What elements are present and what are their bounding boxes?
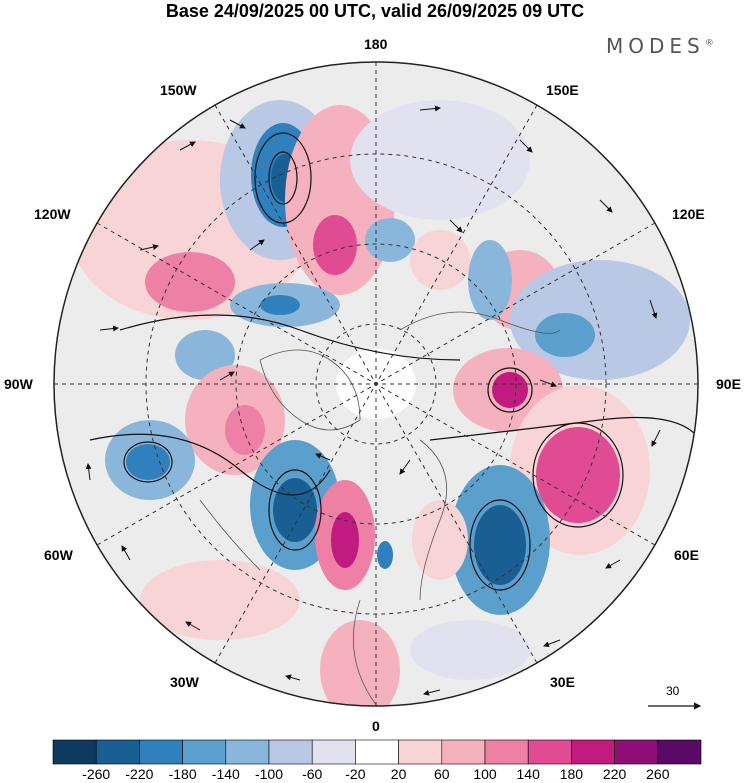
- colorbar-tick-label: 60: [434, 766, 450, 782]
- colorbar-swatch: [95, 739, 140, 765]
- brand-mark: ®: [704, 38, 714, 49]
- colorbar-swatch: [268, 739, 313, 765]
- lon-label-90e: 90E: [716, 376, 741, 392]
- colorbar-tick-label: 100: [473, 766, 497, 782]
- colorbar-tick-label: 220: [602, 766, 627, 782]
- colorbar-tick-label: 180: [559, 766, 584, 782]
- lon-label-90w: 90W: [4, 376, 33, 392]
- colorbar-swatch: [225, 739, 270, 765]
- lon-label-30e: 30E: [550, 674, 575, 690]
- coastlines: [199, 311, 561, 706]
- colorbar-tick-label: -60: [302, 766, 323, 782]
- colorbar-tick-label: 20: [390, 766, 407, 782]
- colorbar-swatch: [527, 739, 572, 765]
- colorbar-swatch: [311, 739, 356, 765]
- colorbar-tick-label: -180: [168, 766, 197, 782]
- lon-label-60w: 60W: [44, 547, 73, 563]
- colorbar-swatch: [571, 739, 615, 765]
- colorbar-tick-label: 140: [516, 766, 540, 782]
- brand-logo: MODES®: [606, 34, 714, 58]
- lon-label-0: 0: [372, 718, 380, 734]
- colorbar-swatch: [52, 739, 97, 765]
- colorbar-tick-label: -100: [254, 766, 284, 782]
- colorbar-swatch: [182, 739, 227, 765]
- lon-label-120e: 120E: [672, 206, 705, 222]
- height-contours: [89, 132, 698, 591]
- colorbar-tick-label: -220: [125, 766, 154, 782]
- lon-label-180: 180: [364, 36, 388, 52]
- colorbar-tick-label: -140: [211, 766, 240, 782]
- colorbar-tick-label: 260: [646, 766, 670, 782]
- map-title: Base 24/09/2025 00 UTC, valid 26/09/2025…: [165, 1, 585, 21]
- colorbar-swatch: [657, 739, 702, 765]
- colorbar-swatch: [398, 739, 443, 765]
- lon-label-60e: 60E: [674, 547, 699, 563]
- colorbar-tick-label: -260: [82, 766, 111, 782]
- graticule: [54, 62, 698, 706]
- reference-vector-label: 30: [666, 684, 680, 698]
- colorbar-swatch: [484, 739, 529, 765]
- lon-label-30w: 30W: [170, 674, 199, 690]
- brand-name: MODES: [606, 34, 705, 58]
- lon-label-120w: 120W: [34, 206, 71, 222]
- colorbar-swatch: [614, 739, 659, 765]
- colorbar-swatch: [355, 739, 399, 765]
- colorbar: [52, 739, 702, 765]
- colorbar-tick-label: -20: [345, 766, 366, 782]
- lon-label-150e: 150E: [546, 82, 579, 98]
- anomaly-field: [70, 100, 690, 706]
- lon-label-150w: 150W: [160, 82, 197, 98]
- colorbar-swatch: [441, 739, 486, 765]
- wind-vectors: [85, 105, 661, 696]
- colorbar-swatch: [139, 739, 183, 765]
- map-border: [53, 61, 699, 707]
- map-disc: [54, 62, 698, 706]
